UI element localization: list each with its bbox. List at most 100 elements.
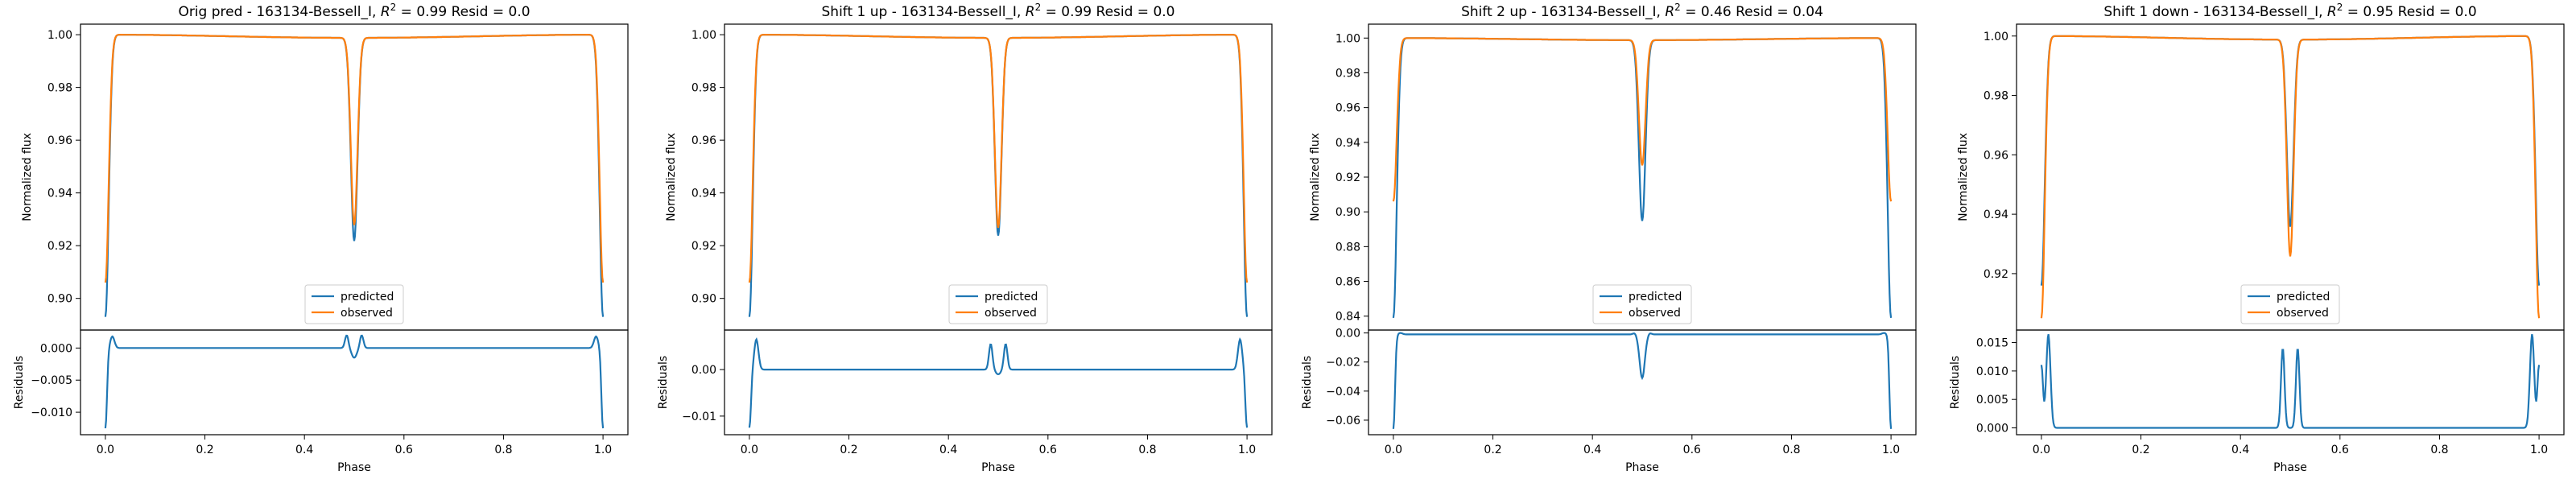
chart-title-sup: 2 [1035,2,1042,13]
residual-axes-frame [724,329,1273,436]
chart-panel-1: Orig pred - 163134-Bessell_I, R2 = 0.99 … [13,2,629,474]
x-tick-label: 0.4 [939,444,957,456]
chart-title-r2: = 0.99 Resid = 0.0 [396,4,530,20]
y-tick-label: 0.96 [691,134,716,147]
chart-title-sup: 2 [390,2,397,13]
legend-label-observed: observed [1629,307,1681,320]
resid-y-tick-label: −0.06 [1326,415,1360,427]
chart-panel-2: Shift 1 up - 163134-Bessell_I, R2 = 0.99… [657,2,1273,474]
x-tick-label: 0.0 [97,444,114,456]
y-axis-label: Normalized flux [665,133,678,221]
y-tick-label: 1.00 [47,29,72,42]
resid-y-tick-label: −0.005 [31,374,72,387]
x-tick-label: 0.6 [1039,444,1057,456]
y-tick-label: 0.98 [691,82,716,95]
residual-series-line [2040,333,2541,429]
chart-title-r2: = 0.95 Resid = 0.0 [2343,4,2476,20]
chart-title-r2: = 0.46 Resid = 0.04 [1681,4,1823,20]
y-tick-label: 0.92 [1335,171,1360,184]
legend: predicted observed [1592,284,1692,324]
legend-box [2240,284,2340,324]
y-tick-label: 0.92 [691,240,716,253]
main-axes-frame [724,23,1273,331]
chart-title-sup: 2 [2337,2,2343,13]
resid-y-tick-label: 0.00 [691,364,716,377]
chart-title: Shift 2 up - 163134-Bessell_I, R2 = 0.46… [1461,2,1823,20]
y-tick-label: 0.92 [1984,268,2008,281]
x-tick-label: 0.2 [840,444,857,456]
legend-label-predicted: predicted [1629,291,1682,303]
y-tick-label: 1.00 [1984,31,2008,43]
resid-y-tick-label: 0.000 [1976,423,2008,436]
chart-title-prefix: Orig pred - 163134-Bessell_I, [178,4,380,20]
resid-y-axis-label: Residuals [13,356,26,409]
x-tick-label: 0.0 [2033,444,2050,456]
resid-y-tick-label: 0.000 [40,342,72,355]
x-tick-label: 1.0 [2530,444,2548,456]
x-tick-label: 0.0 [741,444,758,456]
observed-series-line [748,33,1249,283]
observed-series-line [104,33,605,283]
resid-y-tick-label: −0.02 [1326,357,1360,369]
y-tick-label: 0.86 [1335,276,1360,289]
resid-y-tick-label: −0.010 [31,407,72,419]
legend: predicted observed [948,284,1048,324]
residual-axes-frame [2016,329,2565,436]
resid-y-tick-label: −0.01 [682,411,716,423]
legend-label-observed: observed [985,307,1037,320]
resid-y-axis-label: Residuals [1949,356,1962,409]
predicted-series-line [748,33,1249,317]
y-axis-label: Normalized flux [1957,133,1970,221]
y-tick-label: 0.96 [1984,149,2008,162]
y-tick-label: 0.96 [1335,102,1360,115]
resid-y-tick-label: 0.010 [1976,365,2008,378]
main-axes-frame [80,23,629,331]
y-tick-label: 0.92 [47,240,72,253]
chart-title-prefix: Shift 1 down - 163134-Bessell_I, [2103,4,2327,20]
x-tick-label: 0.0 [1385,444,1402,456]
resid-y-tick-label: 0.00 [1335,328,1360,341]
x-tick-label: 0.8 [1138,444,1156,456]
x-tick-label: 0.6 [2331,444,2349,456]
chart-title-r: R [2327,4,2337,20]
legend: predicted observed [2240,284,2340,324]
resid-y-axis-label: Residuals [1301,356,1314,409]
x-tick-label: 1.0 [1882,444,1900,456]
x-tick-label: 0.2 [2132,444,2149,456]
y-tick-label: 0.94 [691,188,716,200]
predicted-series-line [2040,35,2541,286]
chart-title-r2: = 0.99 Resid = 0.0 [1041,4,1174,20]
chart-title-r: R [381,4,390,20]
legend: predicted observed [304,284,404,324]
y-tick-label: 0.84 [1335,311,1360,324]
chart-title: Orig pred - 163134-Bessell_I, R2 = 0.99 … [178,2,530,20]
chart-title-r: R [1026,4,1035,20]
chart-title: Shift 1 up - 163134-Bessell_I, R2 = 0.99… [822,2,1175,20]
y-tick-label: 0.98 [1984,90,2008,103]
y-tick-label: 0.90 [1335,206,1360,219]
chart-title-prefix: Shift 2 up - 163134-Bessell_I, [1461,4,1665,20]
observed-series-line [2040,35,2541,319]
residual-series-line [748,336,1249,428]
x-tick-label: 0.8 [2430,444,2448,456]
main-axes-frame [1368,23,1917,331]
chart-title-r: R [1665,4,1674,20]
resid-y-axis-label: Residuals [657,356,670,409]
x-tick-label: 0.4 [295,444,313,456]
legend-label-predicted: predicted [341,291,394,303]
resid-y-tick-label: 0.015 [1976,337,2008,350]
resid-y-tick-label: −0.04 [1326,386,1360,398]
observed-series-line [1392,37,1893,202]
x-axis-label: Phase [2273,461,2307,474]
chart-panel-3: Shift 2 up - 163134-Bessell_I, R2 = 0.46… [1301,2,1917,474]
y-tick-label: 0.94 [47,188,72,200]
legend-box [304,284,404,324]
x-tick-label: 0.4 [1583,444,1601,456]
y-tick-label: 0.90 [691,293,716,306]
x-tick-label: 0.2 [1484,444,1501,456]
x-tick-label: 0.4 [2231,444,2249,456]
resid-y-tick-label: 0.005 [1976,394,2008,407]
chart-title-sup: 2 [1674,2,1681,13]
legend-label-predicted: predicted [2277,291,2330,303]
